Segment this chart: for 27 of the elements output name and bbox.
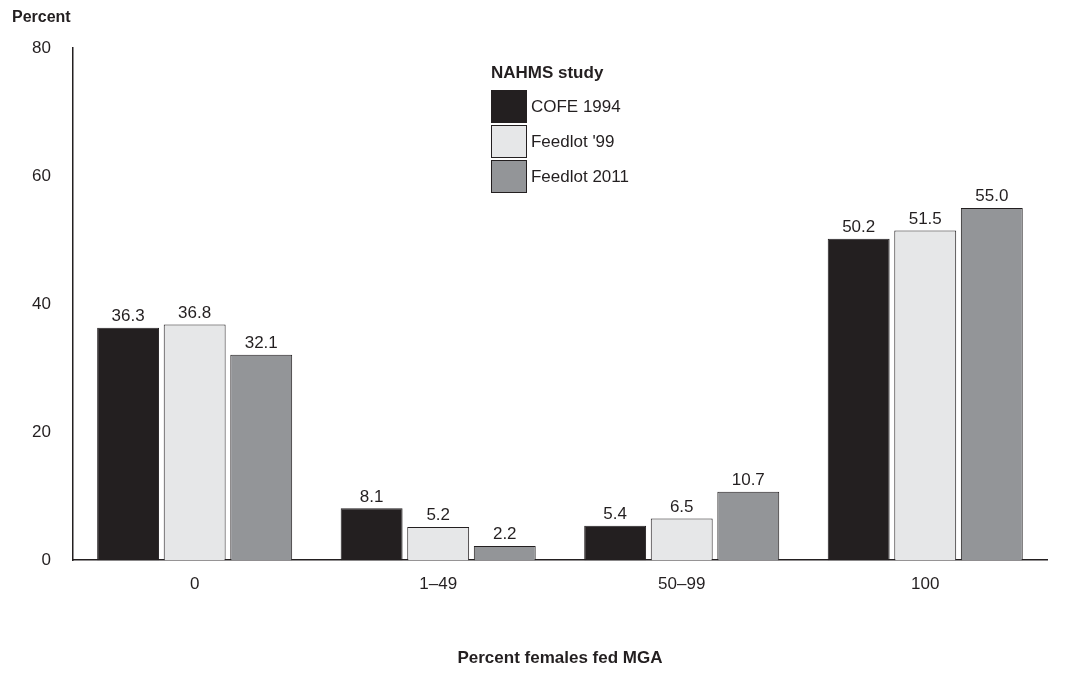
- y-tick-label: 0: [41, 549, 51, 569]
- data-label: 36.3: [111, 305, 145, 325]
- legend-title: NAHMS study: [490, 63, 605, 83]
- data-label: 8.1: [359, 486, 384, 506]
- x-axis-title: Percent females fed MGA: [457, 648, 663, 668]
- y-tick-label: 60: [31, 165, 51, 185]
- y-tick-label: 40: [31, 293, 51, 313]
- data-label: 32.1: [244, 332, 278, 352]
- data-label: 36.8: [178, 302, 212, 322]
- data-label: 51.5: [908, 208, 942, 228]
- y-axis-title: Percent: [12, 8, 72, 25]
- data-label: 6.5: [669, 496, 694, 516]
- legend-label: Feedlot '99: [530, 131, 615, 152]
- data-label: 2.2: [492, 524, 517, 544]
- y-tick-label: 20: [31, 421, 51, 441]
- legend-label: COFE 1994: [530, 96, 621, 117]
- data-label: 10.7: [731, 469, 765, 489]
- y-tick-label: 80: [31, 37, 51, 57]
- data-label: 5.2: [426, 505, 451, 525]
- x-tick-label: 100: [911, 574, 940, 594]
- data-label: 5.4: [603, 503, 627, 523]
- x-tick-label: 50–99: [658, 574, 706, 594]
- x-tick-label: 1–49: [419, 574, 458, 594]
- data-label: 50.2: [842, 216, 876, 236]
- data-label: 55.0: [975, 186, 1009, 206]
- legend-label: Feedlot 2011: [530, 166, 629, 187]
- x-tick-label: 0: [189, 574, 200, 594]
